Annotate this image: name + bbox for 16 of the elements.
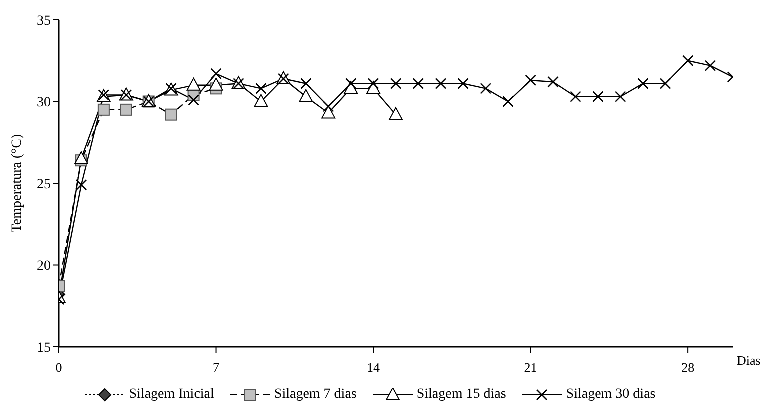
x-tick-label: 7 [213, 360, 220, 376]
legend-label: Silagem Inicial [129, 387, 214, 403]
y-tick-label: 35 [37, 14, 51, 29]
x-tick-label: 21 [524, 360, 538, 376]
x-axis-title: Dias [737, 353, 761, 368]
x-tick-label: 0 [56, 360, 62, 376]
legend-label: Silagem 15 dias [416, 387, 506, 403]
y-tick-label: 15 [37, 340, 51, 356]
x-tick-label: 14 [367, 360, 381, 376]
y-axis-title: Temperatura (°C) [10, 134, 25, 233]
legend-label: Silagem 30 dias [566, 387, 656, 403]
y-tick-label: 25 [37, 177, 51, 192]
y-tick-label: 30 [37, 96, 51, 111]
legend-label: Silagem 7 dias [274, 387, 357, 403]
y-tick-label: 20 [37, 259, 51, 274]
x-tick-label: 28 [682, 360, 695, 376]
